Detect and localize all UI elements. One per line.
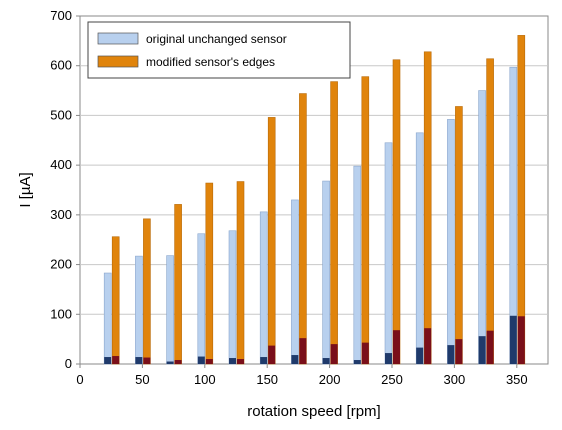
bar-modified-base bbox=[517, 316, 525, 364]
bar-original-base bbox=[260, 357, 268, 364]
bar-modified bbox=[361, 76, 370, 365]
bar-modified bbox=[174, 204, 182, 365]
bar-modified-base bbox=[330, 344, 338, 364]
x-tick-label: 50 bbox=[135, 372, 149, 387]
bar-modified-base bbox=[205, 359, 213, 364]
x-tick-label: 150 bbox=[256, 372, 278, 387]
bar-modified bbox=[423, 51, 432, 365]
bar-original-base bbox=[291, 355, 299, 364]
x-tick-label: 300 bbox=[444, 372, 466, 387]
bar-original bbox=[322, 180, 330, 365]
y-tick-label: 400 bbox=[50, 157, 72, 172]
bar-modified-base bbox=[268, 345, 276, 364]
bar-original-base bbox=[197, 356, 205, 364]
x-axis-label: rotation speed [rpm] bbox=[247, 403, 380, 420]
y-tick-label: 0 bbox=[65, 356, 72, 371]
bar-modified bbox=[299, 93, 307, 365]
bar-modified bbox=[486, 58, 494, 365]
x-tick-label: 350 bbox=[506, 372, 528, 387]
bar-original-base bbox=[135, 357, 143, 364]
bar-original-base bbox=[509, 315, 517, 364]
legend: original unchanged sensor modified senso… bbox=[87, 21, 351, 79]
bar-original-base bbox=[447, 345, 455, 364]
y-tick-label: 100 bbox=[50, 306, 72, 321]
bar-original bbox=[415, 132, 424, 365]
bar-modified bbox=[236, 181, 245, 365]
x-tick-label: 100 bbox=[194, 372, 216, 387]
x-tick-label: 0 bbox=[76, 372, 83, 387]
bar-modified bbox=[517, 35, 526, 365]
bar-modified-base bbox=[237, 359, 244, 364]
y-tick-label: 300 bbox=[50, 207, 72, 222]
bar-modified bbox=[330, 81, 338, 365]
bar-original-base bbox=[385, 353, 392, 364]
bar-modified-base bbox=[143, 357, 151, 364]
legend-swatch-original bbox=[97, 32, 139, 45]
bar-modified-base bbox=[455, 339, 463, 364]
bar-original bbox=[135, 255, 143, 365]
bars bbox=[103, 35, 526, 365]
y-tick-label: 700 bbox=[50, 8, 72, 23]
bar-modified bbox=[143, 218, 151, 365]
legend-label-modified: modified sensor's edges bbox=[146, 55, 275, 69]
bar-modified bbox=[267, 117, 276, 365]
bar-original bbox=[447, 119, 455, 365]
x-tick-label: 250 bbox=[381, 372, 403, 387]
bar-original-base bbox=[478, 336, 486, 364]
bar-original-base bbox=[353, 360, 361, 364]
bar-original bbox=[197, 233, 206, 365]
bar-original-base bbox=[322, 358, 330, 364]
bar-modified-base bbox=[299, 338, 307, 364]
bar-modified bbox=[392, 59, 401, 365]
y-tick-label: 500 bbox=[50, 107, 72, 122]
bar-modified bbox=[111, 236, 120, 365]
bar-modified-base bbox=[112, 356, 120, 364]
legend-swatch-modified bbox=[97, 55, 139, 68]
y-tick-label: 200 bbox=[50, 257, 72, 272]
bar-original-base bbox=[166, 361, 174, 364]
grid-lines bbox=[76, 15, 548, 368]
bar-original bbox=[384, 142, 393, 365]
bar-original bbox=[291, 199, 299, 365]
bar-original bbox=[228, 230, 237, 365]
bar-original bbox=[103, 272, 112, 365]
legend-label-original: original unchanged sensor bbox=[146, 32, 287, 46]
y-axis-label: I [µA] bbox=[17, 172, 34, 207]
bar-original bbox=[259, 211, 268, 365]
bar-original bbox=[353, 165, 362, 365]
bar-modified-base bbox=[424, 328, 432, 364]
y-tick-label: 600 bbox=[50, 58, 72, 73]
bar-modified-base bbox=[486, 330, 494, 364]
legend-box bbox=[87, 21, 351, 79]
bar-modified bbox=[205, 182, 214, 365]
bar-original-base bbox=[104, 357, 112, 364]
tick-labels: 0 100 200 300 400 500 600 700 0 50 100 150 200 250 300… bbox=[50, 8, 527, 387]
bar-original-base bbox=[416, 347, 424, 364]
bar-modified-base bbox=[393, 330, 400, 364]
bar-modified-base bbox=[361, 342, 369, 364]
bar-modified-base bbox=[174, 360, 182, 364]
bar-original-base bbox=[229, 358, 236, 364]
bar-modified bbox=[455, 106, 463, 365]
bar-original bbox=[478, 90, 486, 365]
bar-original bbox=[166, 255, 174, 365]
x-tick-label: 200 bbox=[319, 372, 341, 387]
